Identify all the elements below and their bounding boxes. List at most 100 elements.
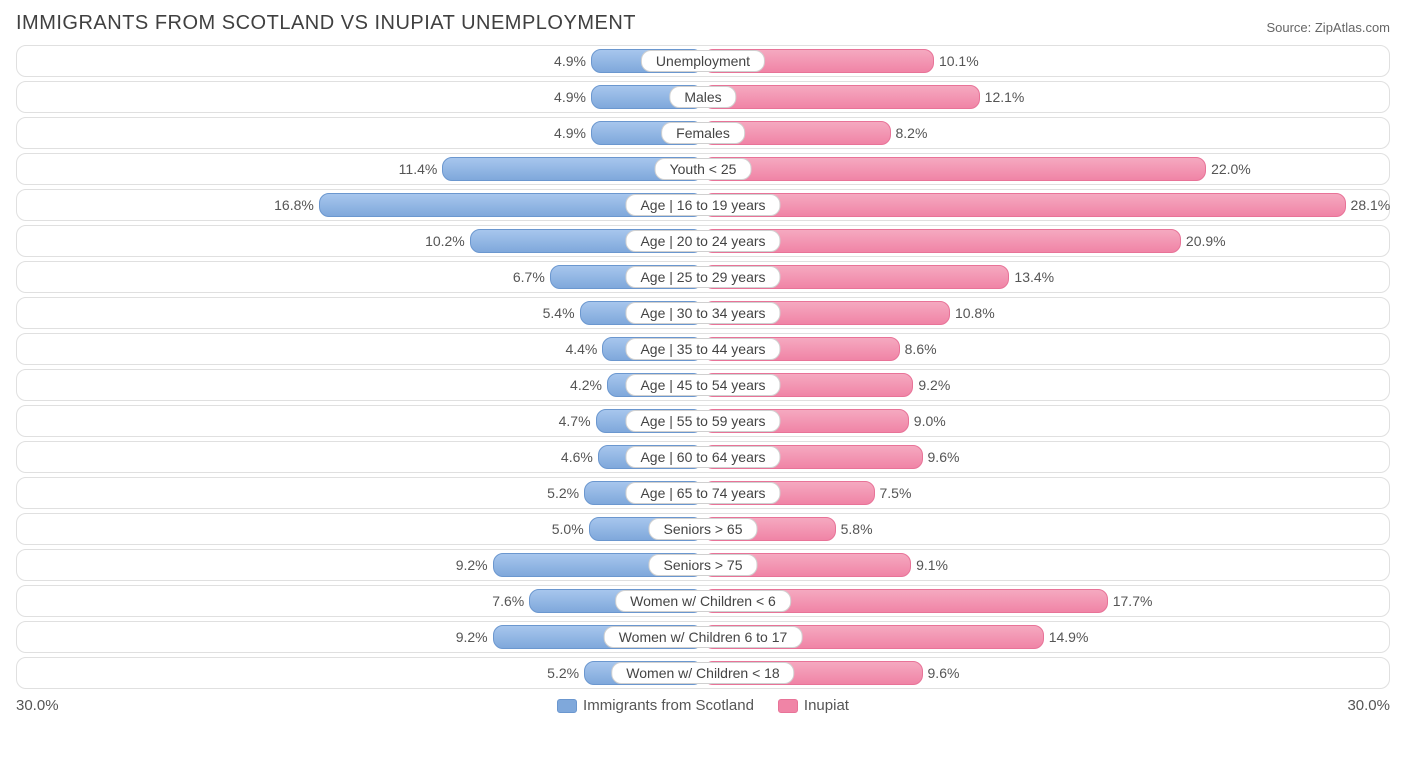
- right-value-label: 22.0%: [1211, 161, 1251, 177]
- right-half: 9.1%: [703, 553, 1389, 577]
- chart-row: 4.9%12.1%Males: [16, 81, 1390, 113]
- category-label: Males: [669, 86, 736, 108]
- right-value-label: 8.6%: [905, 341, 937, 357]
- left-half: 5.2%: [17, 481, 703, 505]
- left-half: 4.7%: [17, 409, 703, 433]
- category-label: Seniors > 65: [649, 518, 758, 540]
- category-label: Females: [661, 122, 745, 144]
- left-value-label: 4.7%: [559, 413, 591, 429]
- category-label: Age | 60 to 64 years: [625, 446, 780, 468]
- chart-row: 6.7%13.4%Age | 25 to 29 years: [16, 261, 1390, 293]
- left-half: 5.2%: [17, 661, 703, 685]
- chart-row: 5.2% 7.5% Age | 65 to 74 years: [16, 477, 1390, 509]
- header: IMMIGRANTS FROM SCOTLAND VS INUPIAT UNEM…: [16, 12, 1390, 35]
- right-value-label: 17.7%: [1113, 593, 1153, 609]
- left-value-label: 4.2%: [570, 377, 602, 393]
- right-half: 17.7%: [703, 589, 1389, 613]
- axis-max-left: 30.0%: [16, 697, 59, 714]
- right-value-label: 9.6%: [928, 665, 960, 681]
- left-value-label: 4.6%: [561, 449, 593, 465]
- left-half: 9.2%: [17, 625, 703, 649]
- chart-row: 5.0% 5.8%Seniors > 65: [16, 513, 1390, 545]
- right-half: 9.6%: [703, 445, 1389, 469]
- left-half: 4.2%: [17, 373, 703, 397]
- left-value-label: 11.4%: [399, 161, 438, 177]
- right-half: 22.0%: [703, 157, 1389, 181]
- chart-row: 5.4% 10.8% Age | 30 to 34 years: [16, 297, 1390, 329]
- chart-row: 4.6% 9.6% Age | 60 to 64 years: [16, 441, 1390, 473]
- right-value-label: 10.1%: [939, 53, 979, 69]
- category-label: Unemployment: [641, 50, 765, 72]
- category-label: Age | 45 to 54 years: [625, 374, 780, 396]
- diverging-bar-chart: 4.9%10.1%Unemployment4.9%12.1%Males4.9%8…: [16, 45, 1390, 689]
- right-value-label: 9.1%: [916, 557, 948, 573]
- left-value-label: 5.0%: [552, 521, 584, 537]
- category-label: Age | 65 to 74 years: [625, 482, 780, 504]
- right-value-label: 10.8%: [955, 305, 995, 321]
- category-label: Women w/ Children 6 to 17: [604, 626, 803, 648]
- legend-label-left: Immigrants from Scotland: [583, 697, 754, 714]
- axis-max-right: 30.0%: [1347, 697, 1390, 714]
- right-half: 9.2%: [703, 373, 1389, 397]
- chart-row: 16.8%28.1%Age | 16 to 19 years: [16, 189, 1390, 221]
- category-label: Women w/ Children < 6: [615, 590, 791, 612]
- chart-row: 4.9% 10.1% Unemployment: [16, 45, 1390, 77]
- category-label: Age | 20 to 24 years: [625, 230, 780, 252]
- left-half: 16.8%: [17, 193, 703, 217]
- left-value-label: 4.9%: [554, 125, 586, 141]
- left-half: 11.4%: [17, 157, 703, 181]
- category-label: Age | 55 to 59 years: [625, 410, 780, 432]
- right-half: 12.1%: [703, 85, 1389, 109]
- left-half: 5.0%: [17, 517, 703, 541]
- right-half: 9.0%: [703, 409, 1389, 433]
- chart-row: 7.6%17.7%Women w/ Children < 6: [16, 585, 1390, 617]
- right-half: 13.4%: [703, 265, 1389, 289]
- right-value-label: 13.4%: [1014, 269, 1054, 285]
- left-value-label: 6.7%: [513, 269, 545, 285]
- left-half: 10.2%: [17, 229, 703, 253]
- chart-row: 4.7% 9.0%Age | 55 to 59 years: [16, 405, 1390, 437]
- swatch-pink-icon: [778, 699, 798, 713]
- category-label: Women w/ Children < 18: [611, 662, 794, 684]
- chart-row: 4.9% 8.2%Females: [16, 117, 1390, 149]
- category-label: Youth < 25: [655, 158, 752, 180]
- chart-row: 4.4%8.6%Age | 35 to 44 years: [16, 333, 1390, 365]
- chart-row: 9.2% 9.1% Seniors > 75: [16, 549, 1390, 581]
- right-half: 9.6%: [703, 661, 1389, 685]
- left-half: 4.6%: [17, 445, 703, 469]
- left-half: 4.9%: [17, 121, 703, 145]
- right-half: 8.2%: [703, 121, 1389, 145]
- category-label: Age | 30 to 34 years: [625, 302, 780, 324]
- right-value-label: 7.5%: [880, 485, 912, 501]
- category-label: Seniors > 75: [649, 554, 758, 576]
- left-half: 5.4%: [17, 301, 703, 325]
- left-half: 4.4%: [17, 337, 703, 361]
- left-value-label: 4.9%: [554, 53, 586, 69]
- chart-row: 11.4%22.0%Youth < 25: [16, 153, 1390, 185]
- right-half: 7.5%: [703, 481, 1389, 505]
- left-half: 9.2%: [17, 553, 703, 577]
- right-bar: 22.0%: [703, 157, 1206, 181]
- left-value-label: 5.2%: [547, 665, 579, 681]
- right-bar: 12.1%: [703, 85, 980, 109]
- left-value-label: 5.4%: [543, 305, 575, 321]
- source-attribution: Source: ZipAtlas.com: [1266, 20, 1390, 35]
- right-half: 14.9%: [703, 625, 1389, 649]
- left-value-label: 5.2%: [547, 485, 579, 501]
- left-value-label: 9.2%: [456, 629, 488, 645]
- legend-item-right: Inupiat: [778, 697, 849, 714]
- left-value-label: 9.2%: [456, 557, 488, 573]
- right-half: 5.8%: [703, 517, 1389, 541]
- left-value-label: 16.8%: [274, 197, 314, 213]
- chart-row: 5.2% 9.6% Women w/ Children < 18: [16, 657, 1390, 689]
- right-value-label: 9.6%: [928, 449, 960, 465]
- right-half: 10.1%: [703, 49, 1389, 73]
- right-bar: 28.1%: [703, 193, 1346, 217]
- chart-footer: 30.0% Immigrants from Scotland Inupiat 3…: [16, 697, 1390, 714]
- left-value-label: 4.9%: [554, 89, 586, 105]
- right-value-label: 12.1%: [985, 89, 1025, 105]
- page-title: IMMIGRANTS FROM SCOTLAND VS INUPIAT UNEM…: [16, 12, 636, 35]
- right-value-label: 20.9%: [1186, 233, 1226, 249]
- right-half: 28.1%: [703, 193, 1389, 217]
- chart-row: 10.2% 20.9% Age | 20 to 24 years: [16, 225, 1390, 257]
